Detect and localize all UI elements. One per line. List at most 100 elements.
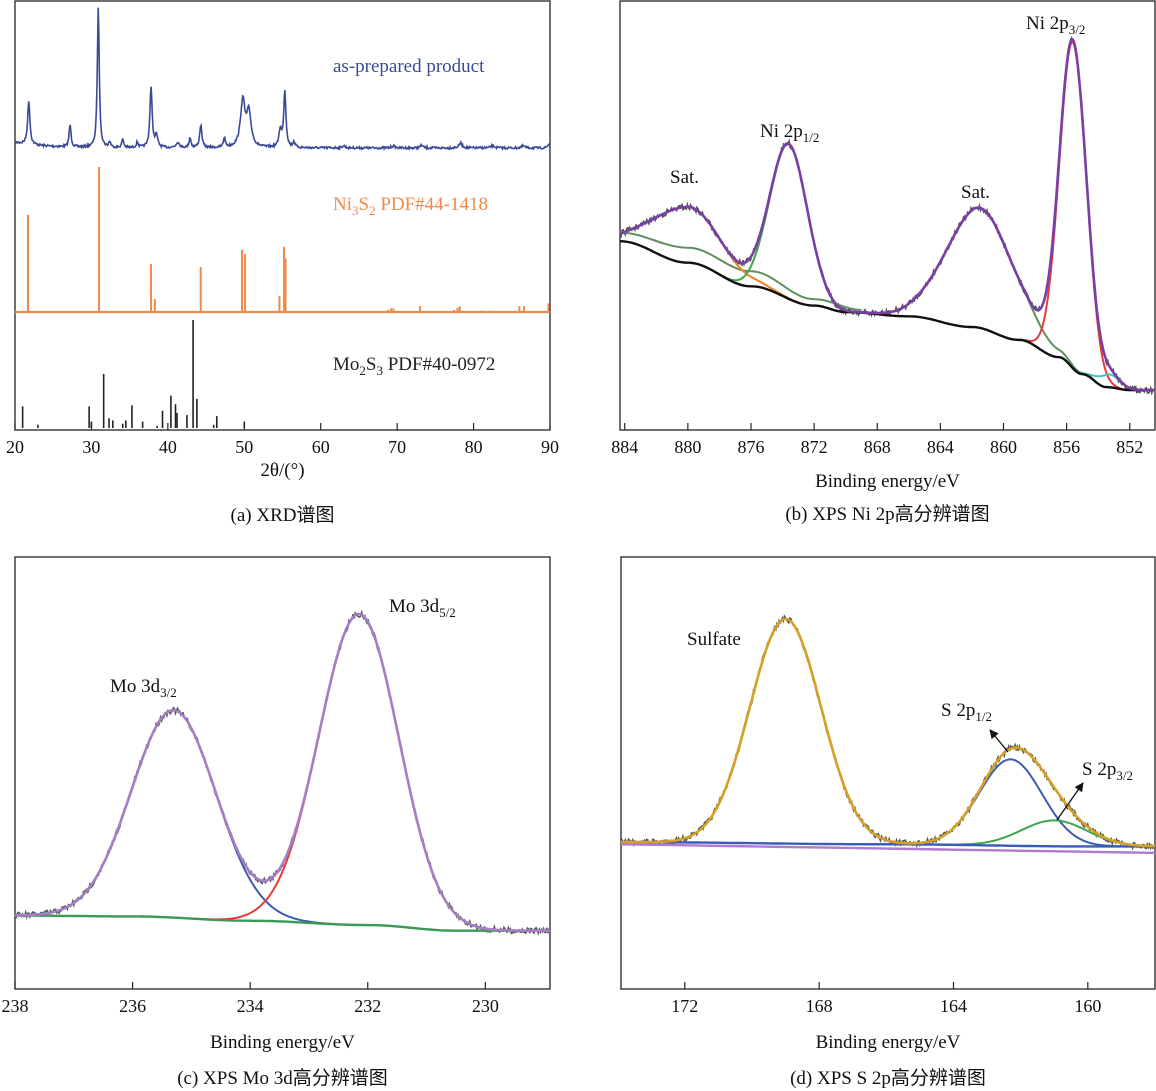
fit-envelope-line: [621, 617, 1155, 848]
text-part: Ni 2p: [1026, 13, 1069, 34]
panel-caption: (c) XPS Mo 3d高分辨谱图: [177, 1067, 388, 1089]
x-tick-label: 50: [235, 437, 253, 457]
x-tick-label: 164: [940, 996, 967, 1016]
x-tick-label: 884: [611, 437, 638, 457]
x-tick-label: 880: [674, 437, 701, 457]
series-label: Ni3S2 PDF#44-1418: [333, 194, 488, 218]
subscript: 3/2: [1116, 768, 1133, 783]
subscript: 3: [376, 363, 383, 378]
peak-label: Sat.: [961, 182, 990, 203]
fit-component-line: [1003, 40, 1143, 392]
fit-component-line: [619, 205, 862, 314]
text-part: PDF#40-0972: [383, 354, 495, 375]
panel-c: 238 236 234 232 230 Binding energy/eV (c) XPS …: [2, 556, 551, 1089]
x-tick-label: 232: [354, 996, 381, 1016]
x-tick-label: 160: [1074, 996, 1101, 1016]
subscript: 1/2: [803, 130, 820, 145]
text-part: S: [359, 194, 370, 215]
x-tick-label: 234: [237, 996, 264, 1016]
x-tick-label: 30: [82, 437, 100, 457]
secondary-background-line: [620, 231, 862, 311]
background-line: [619, 240, 1155, 392]
subscript: 2: [359, 363, 366, 378]
x-tick-label: 60: [312, 437, 330, 457]
panel-a: 20 30 40 50 60 70 80 90 2θ/(°) (a) XRD谱图 as-prepar…: [6, 0, 559, 526]
text-part: Sulfate: [687, 629, 741, 650]
background-line: [15, 914, 550, 932]
x-tick-label: 90: [541, 437, 559, 457]
x-tick-label: 230: [472, 996, 499, 1016]
plot-frame: [620, 556, 1156, 990]
x-tick-label: 238: [2, 996, 29, 1016]
text-part: PDF#44-1418: [376, 194, 488, 215]
background-line: [621, 840, 1155, 848]
x-tick-label: 20: [6, 437, 24, 457]
subscript: 1/2: [975, 709, 992, 724]
plot-frame: [619, 0, 1156, 431]
subscript: 5/2: [439, 605, 456, 620]
xrd-pattern-line: [14, 7, 551, 152]
panel-caption: (d) XPS S 2p高分辨谱图: [790, 1067, 986, 1089]
baseline-line: [620, 843, 1156, 855]
peak-label: Sulfate: [687, 629, 741, 650]
panel-b: 884 880 876 872 868 864 860 856 852 Binding energ…: [611, 0, 1156, 525]
peak-label: Ni 2p1/2: [760, 121, 819, 145]
subscript: 2: [369, 203, 376, 218]
subscript: 3: [352, 203, 359, 218]
panel-caption: (a) XRD谱图: [231, 504, 335, 526]
text-part: Mo: [333, 354, 359, 375]
panel-d: 172 168 164 160 Binding energy/eV (d) XPS S 2…: [620, 556, 1156, 1089]
x-tick-label: 868: [864, 437, 891, 457]
x-tick-label: 70: [388, 437, 406, 457]
fit-component-line: [151, 612, 550, 932]
panel-caption: (b) XPS Ni 2p高分辨谱图: [785, 503, 989, 525]
plot-frame: [14, 0, 551, 431]
text-part: Ni 2p: [760, 121, 803, 142]
text-part: S 2p: [941, 700, 975, 721]
x-tick-label: 172: [671, 996, 698, 1016]
x-tick-label: 168: [806, 996, 833, 1016]
x-axis-label: 2θ/(°): [260, 460, 304, 481]
text-part: Sat.: [670, 167, 699, 188]
peak-label: Sat.: [670, 167, 699, 188]
text-part: S: [366, 354, 377, 375]
text-part: Sat.: [961, 182, 990, 203]
x-tick-label: 80: [465, 437, 483, 457]
x-axis-label: Binding energy/eV: [816, 1032, 961, 1053]
raw-spectrum-line: [619, 35, 1156, 396]
peak-label: S 2p3/2: [1082, 759, 1133, 783]
x-tick-label: 856: [1053, 437, 1080, 457]
fit-component-line: [14, 709, 394, 928]
peak-label: Ni 2p3/2: [1026, 13, 1085, 37]
x-tick-label: 876: [737, 437, 764, 457]
fit-envelope-line: [15, 612, 550, 932]
plot-frame: [14, 556, 551, 990]
fit-component-line: [621, 617, 971, 847]
x-tick-label: 864: [927, 437, 954, 457]
x-tick-label: 852: [1116, 437, 1143, 457]
peak-label: Mo 3d5/2: [389, 596, 456, 620]
subscript: 3/2: [1069, 22, 1086, 37]
label-arrow: [1056, 782, 1084, 821]
raw-spectrum-line: [14, 609, 551, 936]
x-tick-label: 872: [801, 437, 828, 457]
fit-envelope-line: [619, 37, 1155, 392]
x-tick-label: 236: [119, 996, 146, 1016]
x-axis-label: Binding energy/eV: [815, 471, 960, 492]
x-tick-label: 860: [990, 437, 1017, 457]
subscript: 3/2: [160, 685, 177, 700]
peak-label: Mo 3d3/2: [110, 676, 177, 700]
label-arrow: [989, 729, 1009, 753]
text-part: S 2p: [1082, 759, 1116, 780]
series-label: as-prepared product: [333, 56, 485, 77]
text-part: Mo 3d: [110, 676, 161, 697]
text-part: Ni: [333, 194, 352, 215]
text-part: Mo 3d: [389, 596, 440, 617]
fit-component-line: [806, 206, 1154, 392]
peak-label: S 2p1/2: [941, 700, 992, 724]
x-axis-label: Binding energy/eV: [210, 1032, 355, 1053]
x-tick-label: 40: [159, 437, 177, 457]
series-label: Mo2S3 PDF#40-0972: [333, 354, 495, 378]
